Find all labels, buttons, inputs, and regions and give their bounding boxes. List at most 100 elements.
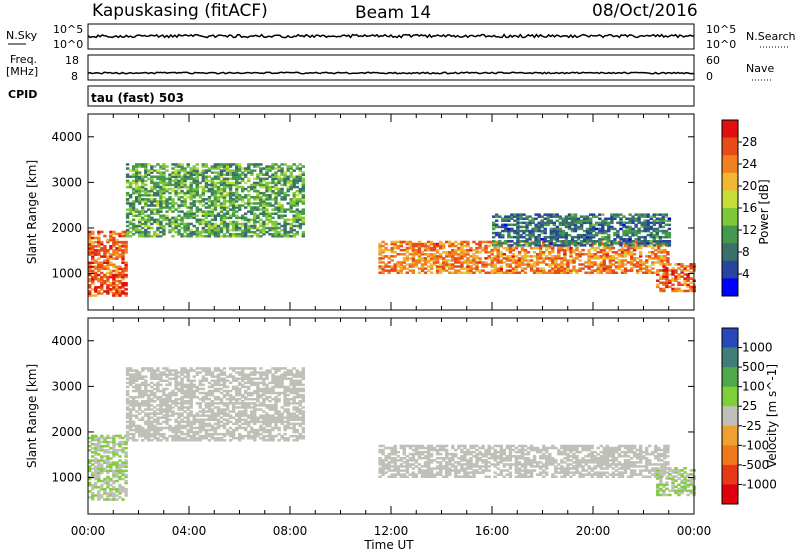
data-cell [268,176,271,179]
data-cell [547,213,550,216]
data-cell [208,423,211,426]
data-cell [214,176,217,179]
data-cell [211,433,214,436]
data-cell [250,406,253,409]
data-cell [220,398,223,401]
data-cell [162,380,165,383]
data-cell [217,225,220,228]
data-cell [171,373,174,376]
data-cell [621,269,624,272]
data-cell [126,192,129,195]
data-cell [296,194,299,197]
data-cell [109,270,112,273]
data-cell [268,233,271,236]
data-cell [616,230,619,233]
data-cell [199,435,202,438]
data-cell [159,433,162,436]
data-cell [262,198,265,201]
data-cell [250,402,253,405]
data-cell [168,404,171,407]
data-cell [562,230,565,233]
data-cell [495,213,498,216]
data-cell [622,230,625,233]
data-cell [115,498,118,501]
data-cell [250,410,253,413]
data-cell [220,227,223,230]
data-cell [634,218,637,221]
data-cell [174,202,177,205]
data-cell [583,215,586,218]
data-cell [156,200,159,203]
data-cell [654,253,657,256]
data-cell [205,429,208,432]
data-cell [97,286,100,289]
data-cell [171,167,174,170]
data-cell [277,231,280,234]
data-cell [302,208,305,211]
data-cell [106,492,109,495]
data-cell [208,204,211,207]
data-cell [171,406,174,409]
data-cell [202,227,205,230]
data-cell [205,169,208,172]
data-cell [668,218,671,221]
data-cell [118,496,121,499]
data-cell [668,269,671,272]
data-cell [91,447,94,450]
data-cell [129,194,132,197]
data-cell [662,213,665,216]
data-cell [223,423,226,426]
data-cell [126,174,129,177]
data-cell [187,384,190,387]
data-cell [448,251,451,254]
data-cell [193,369,196,372]
data-cell [193,380,196,383]
data-cell [578,263,581,266]
data-cell [124,474,127,477]
data-cell [542,267,545,270]
data-cell [548,263,551,266]
data-cell [183,421,186,424]
data-cell [244,167,247,170]
data-cell [287,208,290,211]
data-cell [481,269,484,272]
data-cell [262,174,265,177]
data-cell [595,232,598,235]
data-cell [662,288,665,291]
freq-label-2: [MHz] [6,65,38,78]
data-cell [241,394,244,397]
data-cell [190,202,193,205]
data-cell [208,429,211,432]
data-cell [615,257,618,260]
data-cell [94,443,97,446]
data-cell [183,167,186,170]
data-cell [283,417,286,420]
data-cell [217,402,220,405]
data-cell [174,398,177,401]
data-cell [171,378,174,381]
data-cell [202,392,205,395]
data-cell [686,284,689,287]
data-cell [202,163,205,166]
data-cell [220,169,223,172]
data-cell [648,265,651,268]
data-cell [287,202,290,205]
data-cell [199,380,202,383]
data-cell [277,410,280,413]
data-cell [147,178,150,181]
data-cell [244,367,247,370]
data-cell [147,231,150,234]
data-cell [199,194,202,197]
data-cell [162,398,165,401]
data-cell [168,174,171,177]
data-cell [223,378,226,381]
data-cell [280,435,283,438]
data-cell [503,257,506,260]
data-cell [659,269,662,272]
data-cell [544,244,547,247]
data-cell [595,222,598,225]
data-cell [293,192,296,195]
data-cell [280,233,283,236]
data-cell [256,382,259,385]
data-cell [277,375,280,378]
